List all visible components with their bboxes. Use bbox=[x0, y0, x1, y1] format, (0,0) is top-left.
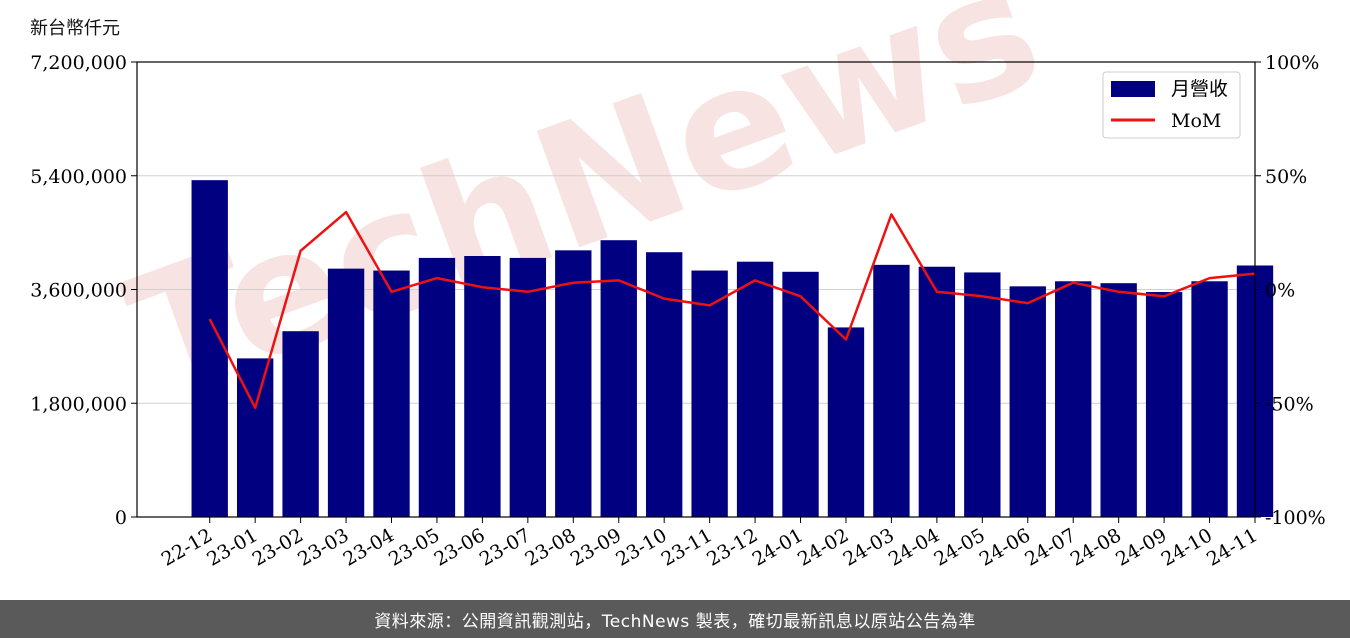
bar-24-03 bbox=[873, 264, 910, 517]
x-tick-label: 23-07 bbox=[476, 524, 534, 570]
bar-series bbox=[191, 180, 1274, 518]
legend-swatch-bar bbox=[1111, 81, 1155, 97]
unit-label: 新台幣仟元 bbox=[30, 18, 120, 39]
bar-24-02 bbox=[827, 327, 865, 517]
bar-24-04 bbox=[918, 266, 956, 517]
bar-23-07 bbox=[509, 257, 547, 517]
left-tick-label: 0 bbox=[115, 507, 127, 529]
right-tick-label: 50% bbox=[1265, 166, 1307, 188]
bar-24-07 bbox=[1055, 281, 1092, 517]
bar-23-12 bbox=[736, 261, 774, 517]
bar-24-06 bbox=[1009, 286, 1046, 517]
bar-24-10 bbox=[1191, 281, 1228, 517]
right-tick-label: -100% bbox=[1265, 507, 1326, 529]
x-tick-label: 23-04 bbox=[340, 524, 398, 570]
x-tick-label: 24-04 bbox=[885, 524, 943, 570]
x-tick-label: 24-10 bbox=[1158, 524, 1216, 570]
x-tick-label: 24-11 bbox=[1203, 524, 1261, 570]
x-tick-label: 23-03 bbox=[294, 524, 352, 570]
legend-label-revenue: 月營收 bbox=[1171, 78, 1228, 100]
x-tick-label: 23-10 bbox=[612, 524, 670, 570]
x-tick-label: 22-12 bbox=[158, 524, 216, 570]
bar-23-10 bbox=[646, 252, 683, 517]
legend: 月營收 MoM bbox=[1102, 71, 1241, 139]
bar-23-05 bbox=[418, 257, 456, 517]
x-tick-label: 24-09 bbox=[1112, 524, 1170, 570]
right-tick-label: 100% bbox=[1265, 52, 1319, 74]
bar-24-05 bbox=[964, 272, 1001, 517]
legend-label-mom: MoM bbox=[1171, 110, 1221, 132]
x-tick-label: 24-06 bbox=[976, 524, 1034, 570]
bar-22-12 bbox=[191, 180, 228, 517]
bar-23-11 bbox=[691, 270, 728, 517]
x-tick-label: 23-01 bbox=[203, 524, 261, 570]
left-tick-label: 7,200,000 bbox=[30, 52, 127, 74]
bar-23-03 bbox=[327, 268, 365, 517]
x-tick-label: 23-08 bbox=[521, 524, 579, 570]
left-tick-label: 5,400,000 bbox=[30, 166, 127, 188]
bar-24-01 bbox=[782, 271, 819, 517]
bar-24-08 bbox=[1100, 283, 1137, 517]
x-tick-label: 23-11 bbox=[658, 524, 716, 570]
revenue-chart: TechNews 01,800,0003,600,0005,400,0007,2… bbox=[30, 0, 1326, 571]
left-tick-label: 3,600,000 bbox=[30, 280, 127, 302]
x-tick-label: 23-12 bbox=[703, 524, 761, 570]
x-tick-label: 24-08 bbox=[1067, 524, 1125, 570]
bar-23-06 bbox=[464, 256, 501, 517]
x-tick-label: 24-01 bbox=[749, 524, 807, 570]
source-footer: 資料來源：公開資訊觀測站，TechNews 製表，確切最新訊息以原站公告為準 bbox=[0, 600, 1350, 638]
bar-23-08 bbox=[555, 250, 592, 517]
x-tick-label: 23-05 bbox=[385, 524, 443, 570]
x-tick-label: 23-06 bbox=[430, 524, 488, 570]
right-tick-label: -50% bbox=[1265, 393, 1314, 415]
mom-line bbox=[208, 210, 1256, 410]
x-tick-label: 24-03 bbox=[839, 524, 897, 570]
bar-23-02 bbox=[282, 331, 319, 517]
x-tick-label: 24-05 bbox=[930, 524, 988, 570]
bar-23-04 bbox=[373, 270, 410, 517]
x-tick-label: 24-02 bbox=[794, 524, 852, 570]
right-tick-label: 0% bbox=[1265, 280, 1295, 302]
left-tick-label: 1,800,000 bbox=[30, 393, 127, 415]
x-tick-label: 24-07 bbox=[1021, 524, 1079, 570]
x-tick-label: 23-09 bbox=[567, 524, 625, 570]
x-tick-label: 23-02 bbox=[249, 524, 307, 570]
bar-24-09 bbox=[1145, 292, 1183, 517]
